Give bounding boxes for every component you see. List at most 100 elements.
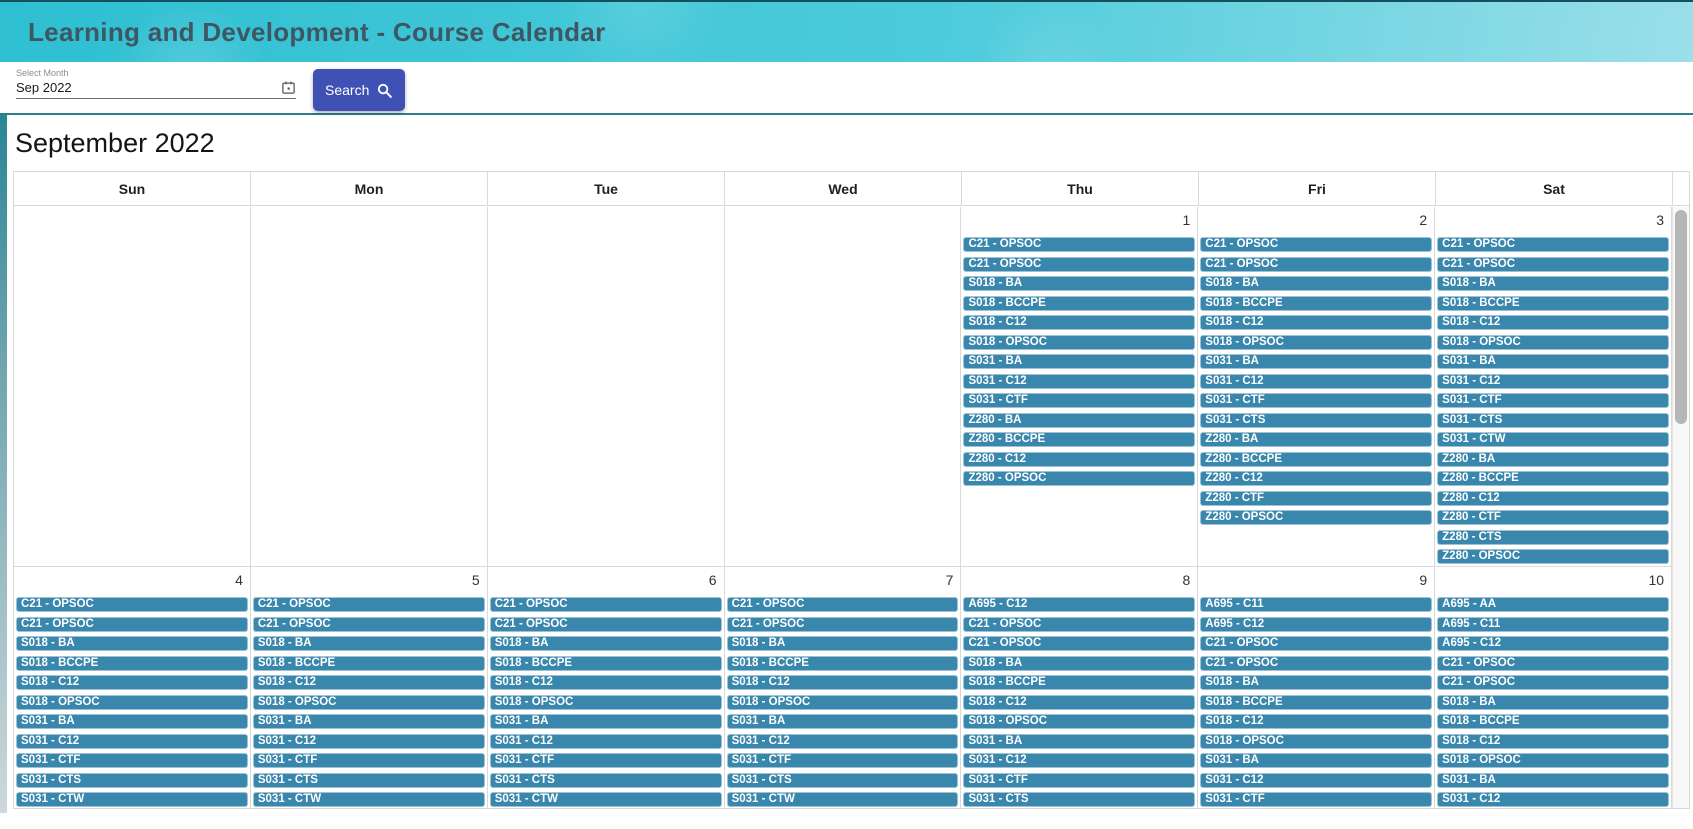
event-pill[interactable]: S018 - BA (1200, 276, 1433, 291)
event-pill[interactable]: S018 - BA (16, 636, 248, 651)
day-cell[interactable]: 4 C21 - OPSOC C21 - OPSOC S018 - BA S018 - B… (14, 567, 251, 808)
event-pill[interactable]: S018 - C12 (1200, 315, 1433, 330)
event-pill[interactable]: S018 - BA (489, 636, 722, 651)
event-pill[interactable]: S018 - OPSOC (1437, 334, 1670, 350)
event-pill[interactable]: S018 - BA (726, 636, 959, 651)
event-pill[interactable]: S031 - CTW (252, 792, 485, 807)
event-pill[interactable]: C21 - OPSOC (1200, 655, 1433, 671)
event-pill[interactable]: C21 - OPSOC (963, 616, 1196, 632)
event-pill[interactable]: S031 - C12 (489, 733, 722, 749)
day-cell[interactable] (14, 207, 251, 566)
event-pill[interactable]: C21 - OPSOC (1200, 256, 1433, 272)
day-cell[interactable]: 2 C21 - OPSOC C21 - OPSOC S018 - BA S018 - B… (1198, 207, 1436, 566)
event-pill[interactable]: Z280 - C12 (1437, 490, 1670, 506)
event-pill[interactable]: S031 - BA (963, 354, 1196, 369)
event-pill[interactable]: S018 - BA (252, 636, 485, 651)
event-pill[interactable]: S031 - BA (1200, 354, 1433, 369)
event-pill[interactable]: S031 - C12 (963, 373, 1196, 389)
event-pill[interactable]: S018 - C12 (1200, 714, 1433, 729)
event-pill[interactable]: S018 - BCCPE (252, 655, 485, 671)
search-button[interactable]: Search (313, 69, 406, 111)
day-cell[interactable]: 1 C21 - OPSOC C21 - OPSOC S018 - BA S018 - B… (961, 207, 1199, 566)
event-pill[interactable]: S018 - C12 (963, 315, 1196, 330)
event-pill[interactable]: Z280 - OPSOC (1437, 549, 1670, 564)
event-pill[interactable]: S031 - BA (1200, 753, 1433, 768)
event-pill[interactable]: S031 - C12 (1437, 792, 1670, 807)
event-pill[interactable]: S031 - BA (726, 714, 959, 729)
event-pill[interactable]: Z280 - OPSOC (1200, 510, 1433, 525)
event-pill[interactable]: S018 - OPSOC (16, 694, 248, 710)
day-cell[interactable] (725, 207, 962, 566)
event-pill[interactable]: S031 - CTF (1200, 792, 1433, 807)
event-pill[interactable]: S018 - C12 (1437, 315, 1670, 330)
event-pill[interactable]: C21 - OPSOC (1437, 675, 1670, 690)
event-pill[interactable]: S018 - OPSOC (963, 714, 1196, 729)
event-pill[interactable]: C21 - OPSOC (963, 636, 1196, 651)
event-pill[interactable]: S018 - C12 (1437, 733, 1670, 749)
month-input[interactable] (16, 80, 281, 95)
event-pill[interactable]: S018 - OPSOC (252, 694, 485, 710)
event-pill[interactable]: S031 - C12 (16, 733, 248, 749)
event-pill[interactable]: S018 - BA (1437, 276, 1670, 291)
day-cell[interactable]: 3 C21 - OPSOC C21 - OPSOC S018 - BA S018 - B… (1435, 207, 1672, 566)
event-pill[interactable]: C21 - OPSOC (16, 597, 248, 612)
event-pill[interactable]: S031 - CTW (16, 792, 248, 807)
event-pill[interactable]: S031 - CTS (963, 792, 1196, 807)
event-pill[interactable]: C21 - OPSOC (1200, 237, 1433, 252)
event-pill[interactable]: S018 - BCCPE (1437, 714, 1670, 729)
event-pill[interactable]: S031 - CTF (252, 753, 485, 768)
event-pill[interactable]: Z280 - BCCPE (1437, 471, 1670, 486)
event-pill[interactable]: C21 - OPSOC (1200, 636, 1433, 651)
event-pill[interactable]: C21 - OPSOC (252, 597, 485, 612)
event-pill[interactable]: S031 - CTF (489, 753, 722, 768)
event-pill[interactable]: Z280 - BA (1437, 451, 1670, 467)
event-pill[interactable]: S018 - BCCPE (16, 655, 248, 671)
event-pill[interactable]: S031 - BA (489, 714, 722, 729)
scrollbar-thumb[interactable] (1675, 210, 1687, 424)
event-pill[interactable]: S018 - BA (1200, 675, 1433, 690)
event-pill[interactable]: S018 - OPSOC (1200, 733, 1433, 749)
event-pill[interactable]: Z280 - CTF (1200, 490, 1433, 506)
event-pill[interactable]: S018 - C12 (489, 675, 722, 690)
event-pill[interactable]: A695 - AA (1437, 597, 1670, 612)
event-pill[interactable]: C21 - OPSOC (726, 616, 959, 632)
event-pill[interactable]: Z280 - BCCPE (1200, 451, 1433, 467)
day-cell[interactable]: 8 A695 - C12 C21 - OPSOC C21 - OPSOC S018 - … (961, 567, 1199, 808)
event-pill[interactable]: S031 - CTS (16, 772, 248, 788)
event-pill[interactable]: S031 - BA (1437, 354, 1670, 369)
event-pill[interactable]: S031 - CTF (963, 772, 1196, 788)
event-pill[interactable]: S018 - BCCPE (1437, 295, 1670, 311)
event-pill[interactable]: S018 - BCCPE (1200, 295, 1433, 311)
event-pill[interactable]: S018 - OPSOC (1200, 334, 1433, 350)
event-pill[interactable]: S018 - BCCPE (489, 655, 722, 671)
event-pill[interactable]: C21 - OPSOC (1437, 256, 1670, 272)
event-pill[interactable]: S031 - CTF (963, 393, 1196, 408)
event-pill[interactable]: Z280 - OPSOC (963, 471, 1196, 486)
event-pill[interactable]: S018 - OPSOC (1437, 753, 1670, 768)
event-pill[interactable]: S031 - CTF (1200, 393, 1433, 408)
event-pill[interactable]: S018 - C12 (726, 675, 959, 690)
event-pill[interactable]: A695 - C11 (1200, 597, 1433, 612)
day-cell[interactable]: 6 C21 - OPSOC C21 - OPSOC S018 - BA S018 - B… (488, 567, 725, 808)
event-pill[interactable]: S018 - OPSOC (963, 334, 1196, 350)
event-pill[interactable]: S018 - OPSOC (726, 694, 959, 710)
event-pill[interactable]: S018 - C12 (16, 675, 248, 690)
event-pill[interactable]: A695 - C12 (963, 597, 1196, 612)
event-pill[interactable]: A695 - C12 (1200, 616, 1433, 632)
event-pill[interactable]: Z280 - CTF (1437, 510, 1670, 525)
event-pill[interactable]: S018 - BA (963, 655, 1196, 671)
scrollbar-track[interactable] (1672, 207, 1689, 808)
event-pill[interactable]: S031 - BA (252, 714, 485, 729)
event-pill[interactable]: S018 - BCCPE (726, 655, 959, 671)
event-pill[interactable]: C21 - OPSOC (489, 616, 722, 632)
event-pill[interactable]: S018 - C12 (252, 675, 485, 690)
event-pill[interactable]: S031 - CTF (1437, 393, 1670, 408)
datepicker-toggle-icon[interactable] (281, 80, 296, 95)
event-pill[interactable]: C21 - OPSOC (1437, 237, 1670, 252)
event-pill[interactable]: Z280 - C12 (963, 451, 1196, 467)
event-pill[interactable]: Z280 - BA (1200, 432, 1433, 447)
event-pill[interactable]: S018 - BA (1437, 694, 1670, 710)
event-pill[interactable]: Z280 - CTS (1437, 529, 1670, 545)
event-pill[interactable]: S018 - C12 (963, 694, 1196, 710)
event-pill[interactable]: C21 - OPSOC (963, 256, 1196, 272)
